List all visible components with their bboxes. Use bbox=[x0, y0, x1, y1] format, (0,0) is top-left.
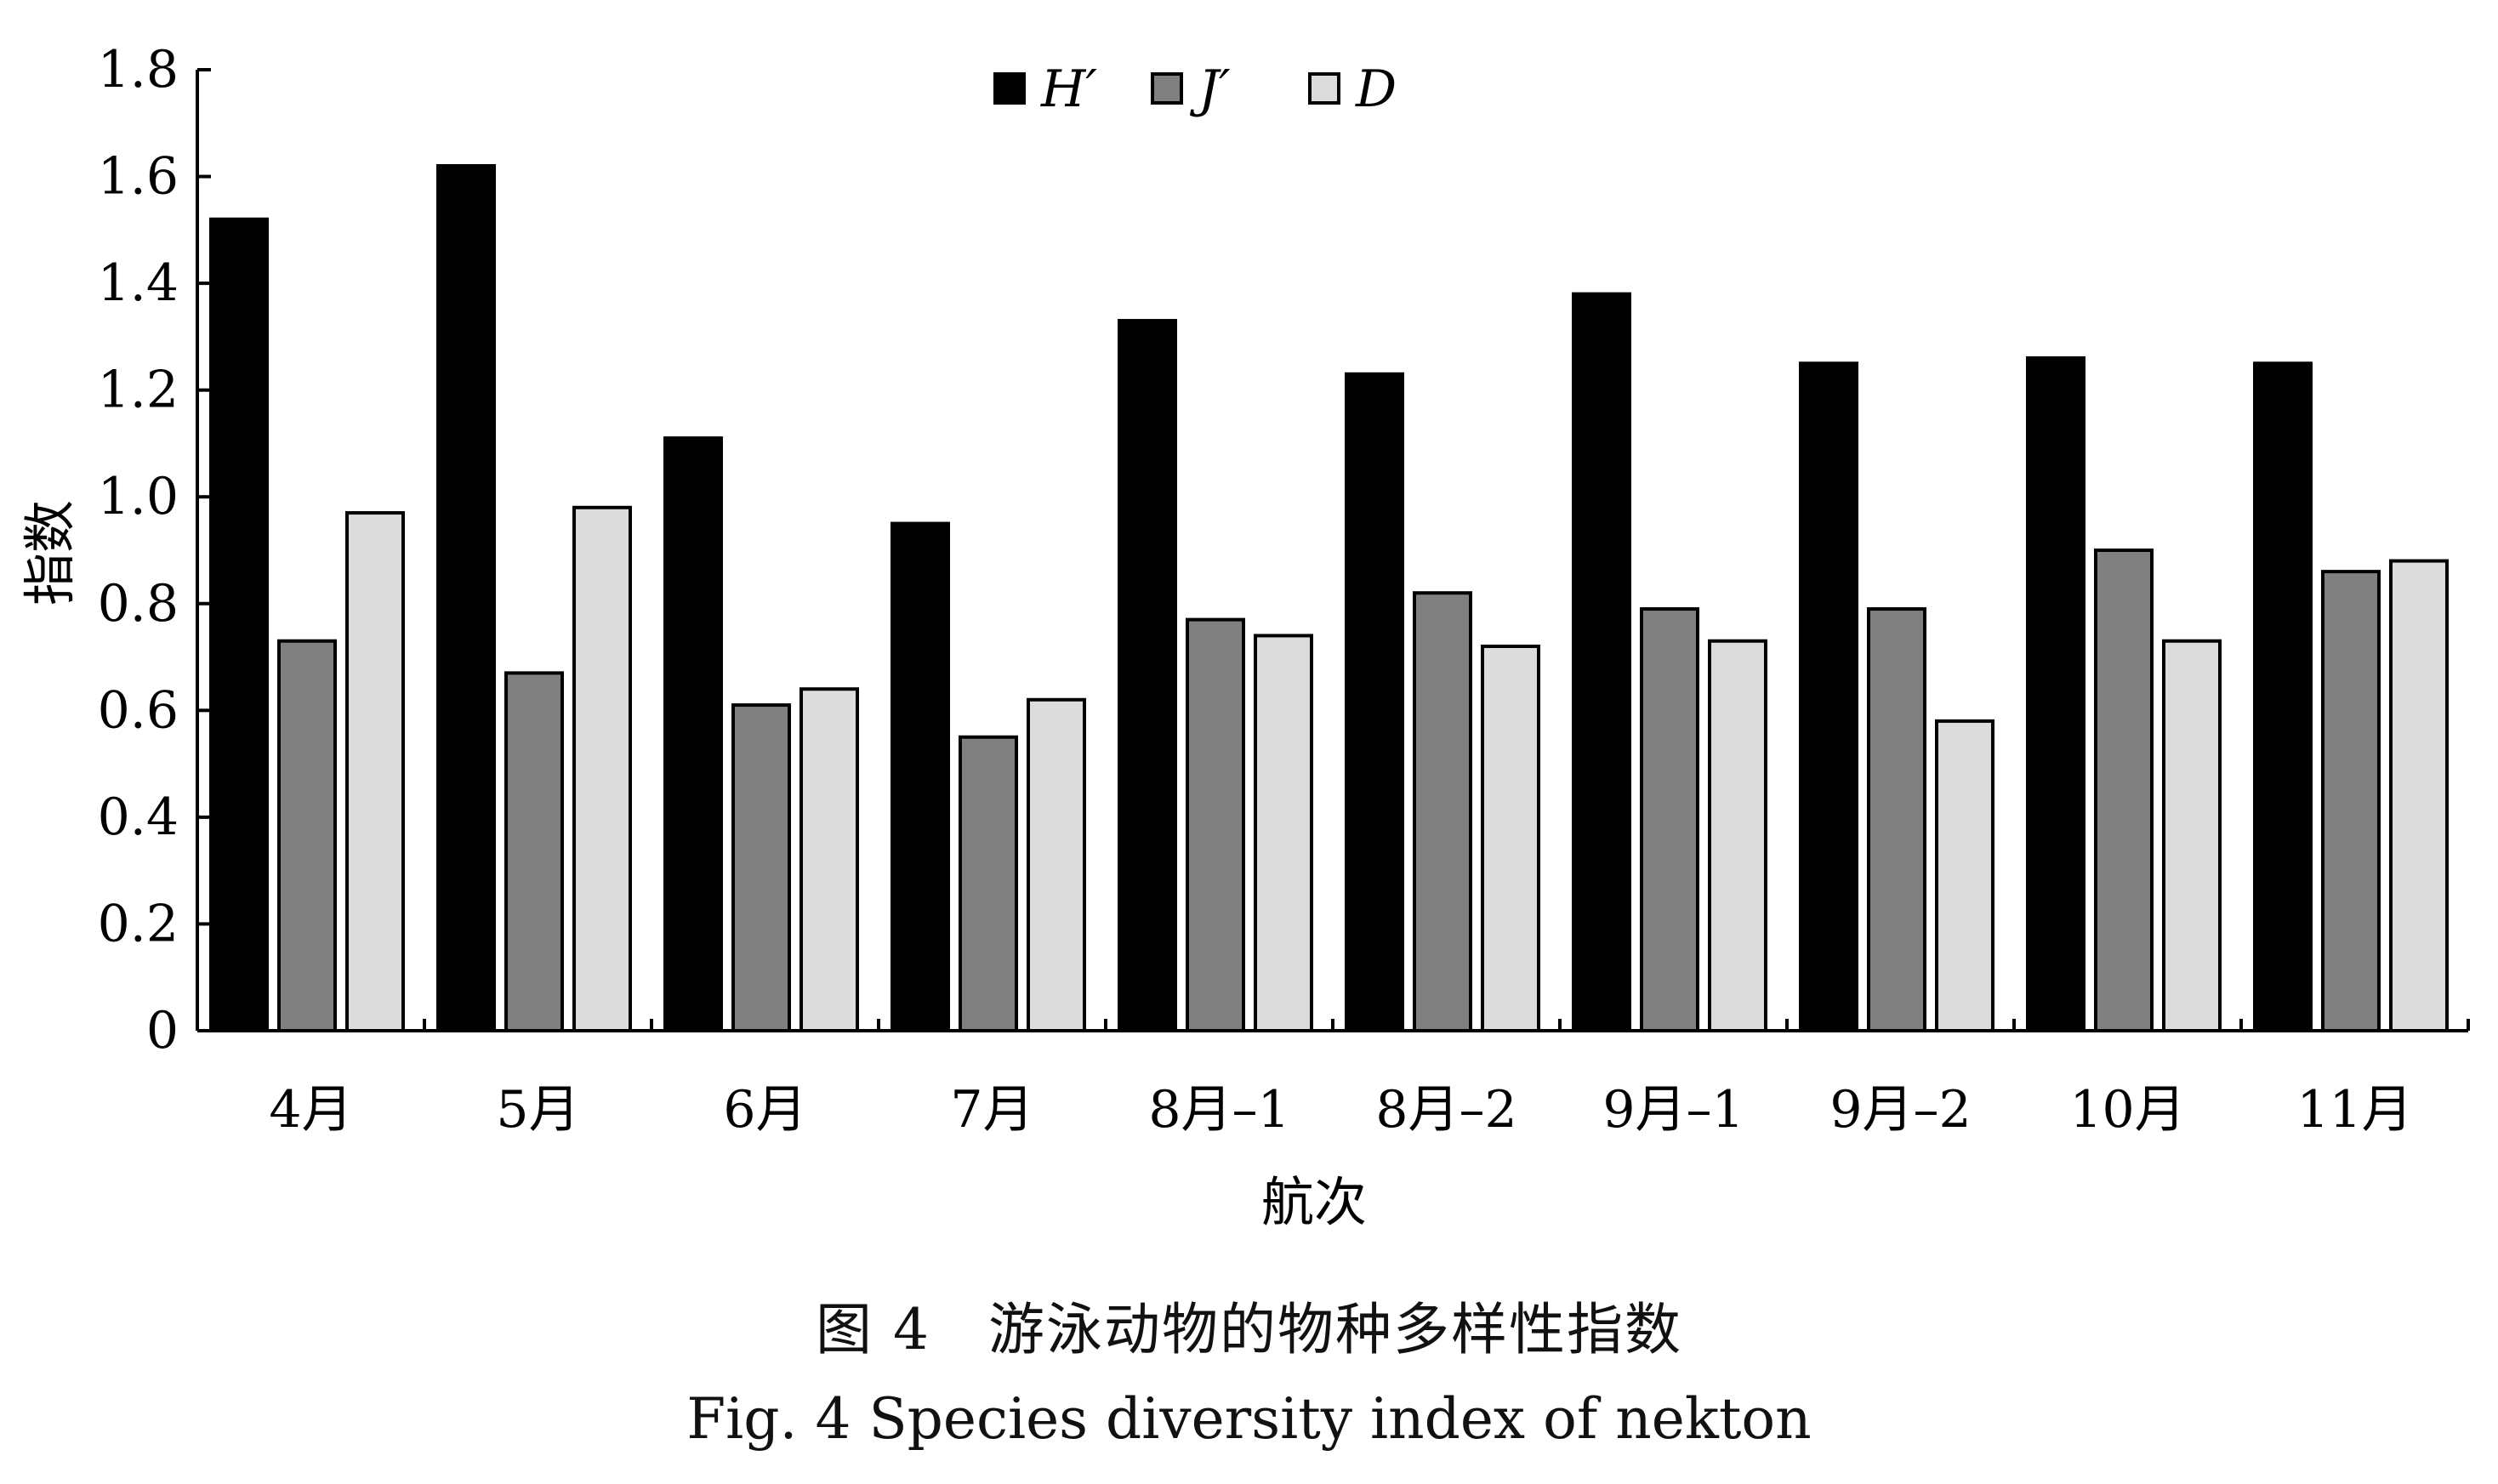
bar-j-5 bbox=[1413, 591, 1472, 1032]
legend: H′ J′ D bbox=[993, 60, 1397, 119]
tick-labels: 0 0.2 0.4 0.6 0.8 1.0 1.2 1.4 1.6 1.8 4月 5月 6月 7月 8月–1… bbox=[98, 40, 2413, 1140]
y-tick-label: 0 bbox=[146, 1001, 179, 1060]
bar-h-3 bbox=[891, 521, 950, 1032]
figure-caption-chinese: 图 4 游泳动物的物种多样性指数 bbox=[816, 1297, 1682, 1362]
bar-h-4 bbox=[1118, 319, 1177, 1032]
y-tick-label: 1.4 bbox=[98, 253, 179, 313]
bar-d-5 bbox=[1481, 645, 1540, 1032]
x-tick-label: 7月 bbox=[950, 1080, 1033, 1140]
bar-h-2 bbox=[663, 436, 723, 1032]
x-axis-label: 航次 bbox=[1261, 1171, 1367, 1233]
figure-caption-english: Fig. 4 Species diversity index of nekton bbox=[686, 1386, 1812, 1452]
legend-label: D bbox=[1355, 60, 1397, 119]
bar-h-6 bbox=[1572, 292, 1631, 1032]
x-tick-label: 10月 bbox=[2069, 1080, 2185, 1140]
legend-label: H′ bbox=[1040, 60, 1097, 119]
y-tick-label: 1.2 bbox=[98, 361, 179, 420]
x-tick-label: 8月–2 bbox=[1375, 1080, 1516, 1140]
y-tick-label: 0.8 bbox=[98, 574, 179, 634]
y-tick-label: 0.4 bbox=[98, 787, 179, 847]
bar-d-9 bbox=[2389, 559, 2449, 1032]
y-tick-label: 0.2 bbox=[98, 894, 179, 953]
x-tick-label: 8月–1 bbox=[1148, 1080, 1289, 1140]
bar-h-0 bbox=[209, 217, 269, 1032]
x-tick-label: 9月–2 bbox=[1829, 1080, 1971, 1140]
y-tick-label: 1.6 bbox=[98, 147, 179, 207]
bar-h-1 bbox=[436, 164, 496, 1032]
y-tick-label: 0.6 bbox=[98, 680, 179, 740]
x-tick-label: 5月 bbox=[496, 1080, 579, 1140]
x-tick-label: 9月–1 bbox=[1602, 1080, 1744, 1140]
bar-j-9 bbox=[2321, 570, 2381, 1032]
bar-h-8 bbox=[2026, 356, 2085, 1032]
legend-swatch bbox=[993, 72, 1026, 105]
x-tick-label: 4月 bbox=[269, 1080, 352, 1140]
bar-d-8 bbox=[2162, 639, 2222, 1032]
bar-d-0 bbox=[345, 511, 405, 1032]
bar-j-0 bbox=[277, 639, 337, 1032]
x-tick-label: 6月 bbox=[723, 1080, 806, 1140]
bar-j-8 bbox=[2094, 549, 2154, 1032]
legend-swatch bbox=[1308, 72, 1340, 105]
bar-h-7 bbox=[1799, 361, 1858, 1032]
bar-d-1 bbox=[572, 505, 632, 1032]
x-tick-label: 11月 bbox=[2296, 1080, 2412, 1140]
bar-h-5 bbox=[1345, 372, 1404, 1033]
bar-j-7 bbox=[1867, 607, 1926, 1032]
bar-j-1 bbox=[504, 671, 564, 1033]
bar-d-2 bbox=[799, 687, 859, 1032]
bar-j-3 bbox=[959, 735, 1018, 1032]
y-tick-label: 1.0 bbox=[98, 467, 179, 526]
bar-j-6 bbox=[1640, 607, 1699, 1032]
bar-d-6 bbox=[1708, 639, 1767, 1032]
bar-chart: 0 0.2 0.4 0.6 0.8 1.0 1.2 1.4 1.6 1.8 4月 5月 6月 7月 8月–1… bbox=[19, 40, 2470, 1233]
y-tick-label: 1.8 bbox=[98, 40, 179, 100]
bar-d-3 bbox=[1027, 697, 1086, 1032]
legend-label: J′ bbox=[1189, 60, 1231, 119]
bars bbox=[209, 164, 2449, 1033]
bar-d-4 bbox=[1254, 634, 1313, 1032]
legend-swatch bbox=[1151, 72, 1183, 105]
y-axis-label: 指数 bbox=[19, 500, 81, 606]
bar-j-2 bbox=[731, 703, 791, 1032]
bar-d-7 bbox=[1935, 719, 1994, 1033]
bar-h-9 bbox=[2253, 361, 2313, 1032]
bar-j-4 bbox=[1186, 617, 1245, 1032]
